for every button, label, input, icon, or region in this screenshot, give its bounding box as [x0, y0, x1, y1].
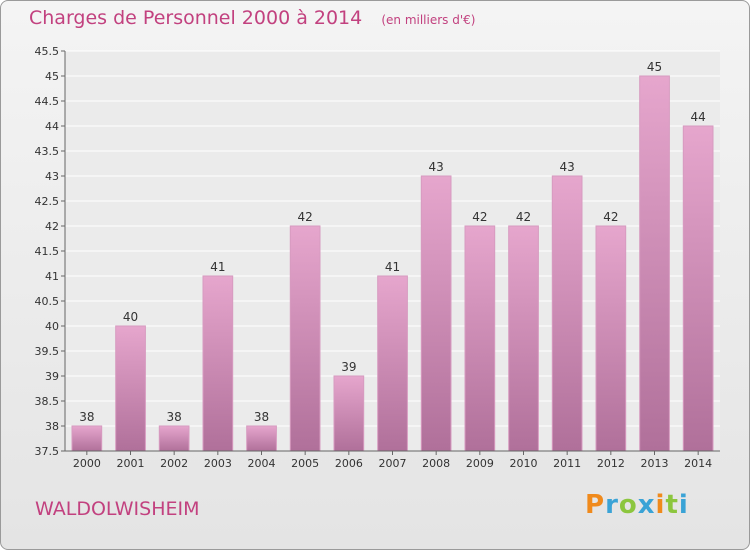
y-tick-label: 42: [45, 220, 59, 233]
y-tick-label: 40.5: [35, 295, 60, 308]
bar[interactable]: [333, 375, 365, 452]
bar-value-label: 41: [385, 260, 400, 274]
bar-value-label: 43: [429, 160, 444, 174]
bar-value-label: 41: [210, 260, 225, 274]
bar[interactable]: [551, 175, 583, 452]
y-tick-label: 39: [45, 370, 59, 383]
y-tick-label: 40: [45, 320, 59, 333]
bar[interactable]: [682, 125, 714, 452]
logo-letter: i: [678, 490, 689, 520]
bar-value-label: 38: [167, 410, 182, 424]
y-tick-label: 37.5: [35, 445, 60, 458]
bar-value-label: 42: [298, 210, 313, 224]
x-tick-label: 2010: [510, 457, 538, 470]
proxiti-logo[interactable]: Proxiti: [585, 490, 689, 520]
y-tick-label: 38.5: [35, 395, 60, 408]
bar-value-label: 38: [79, 410, 94, 424]
title-row: Charges de Personnel 2000 à 2014 (en mil…: [29, 7, 475, 29]
x-tick-label: 2006: [335, 457, 363, 470]
bar-value-label: 42: [472, 210, 487, 224]
x-tick-label: 2009: [466, 457, 494, 470]
logo-letter: t: [665, 490, 679, 520]
y-tick-label: 44: [45, 120, 59, 133]
x-tick-label: 2002: [160, 457, 188, 470]
logo-letter: i: [655, 490, 666, 520]
bar[interactable]: [639, 75, 670, 452]
bar[interactable]: [420, 175, 452, 452]
x-tick-label: 2013: [641, 457, 669, 470]
x-tick-label: 2011: [553, 457, 581, 470]
x-tick-label: 2001: [117, 457, 145, 470]
bar[interactable]: [115, 325, 146, 452]
bar[interactable]: [202, 275, 234, 452]
y-tick-label: 42.5: [35, 195, 60, 208]
bar[interactable]: [289, 225, 321, 452]
y-tick-label: 45.5: [35, 45, 60, 58]
x-tick-label: 2012: [597, 457, 625, 470]
y-tick-label: 43: [45, 170, 59, 183]
bar-value-label: 42: [603, 210, 618, 224]
bar-value-label: 44: [691, 110, 706, 124]
logo-letter: o: [618, 490, 638, 520]
x-tick-label: 2003: [204, 457, 232, 470]
bar-value-label: 45: [647, 60, 662, 74]
bar[interactable]: [377, 275, 408, 452]
y-tick-label: 44.5: [35, 95, 60, 108]
logo-letter: P: [585, 490, 606, 520]
x-tick-label: 2007: [379, 457, 407, 470]
logo-letter: r: [605, 490, 619, 520]
bar-value-label: 38: [254, 410, 269, 424]
y-tick-label: 38: [45, 420, 59, 433]
bar-value-label: 42: [516, 210, 531, 224]
commune-name: WALDOLWISHEIM: [35, 498, 200, 520]
y-tick-label: 45: [45, 70, 59, 83]
logo-letter: x: [637, 490, 656, 520]
bar-value-label: 43: [560, 160, 575, 174]
x-tick-label: 2014: [684, 457, 712, 470]
y-tick-label: 41.5: [35, 245, 60, 258]
bar[interactable]: [246, 425, 277, 452]
y-tick-label: 43.5: [35, 145, 60, 158]
bar[interactable]: [71, 425, 103, 452]
chart-unit: (en milliers d'€): [381, 13, 476, 27]
bar[interactable]: [508, 225, 539, 452]
y-tick-label: 39.5: [35, 345, 60, 358]
y-tick-label: 41: [45, 270, 59, 283]
x-tick-label: 2000: [73, 457, 101, 470]
bar[interactable]: [464, 225, 496, 452]
chart-title: Charges de Personnel 2000 à 2014: [29, 7, 363, 29]
bar[interactable]: [158, 425, 190, 452]
x-tick-label: 2004: [248, 457, 276, 470]
bar[interactable]: [595, 225, 627, 452]
bar-value-label: 39: [341, 360, 356, 374]
x-tick-label: 2005: [291, 457, 319, 470]
bar-value-label: 40: [123, 310, 138, 324]
x-tick-label: 2008: [422, 457, 450, 470]
